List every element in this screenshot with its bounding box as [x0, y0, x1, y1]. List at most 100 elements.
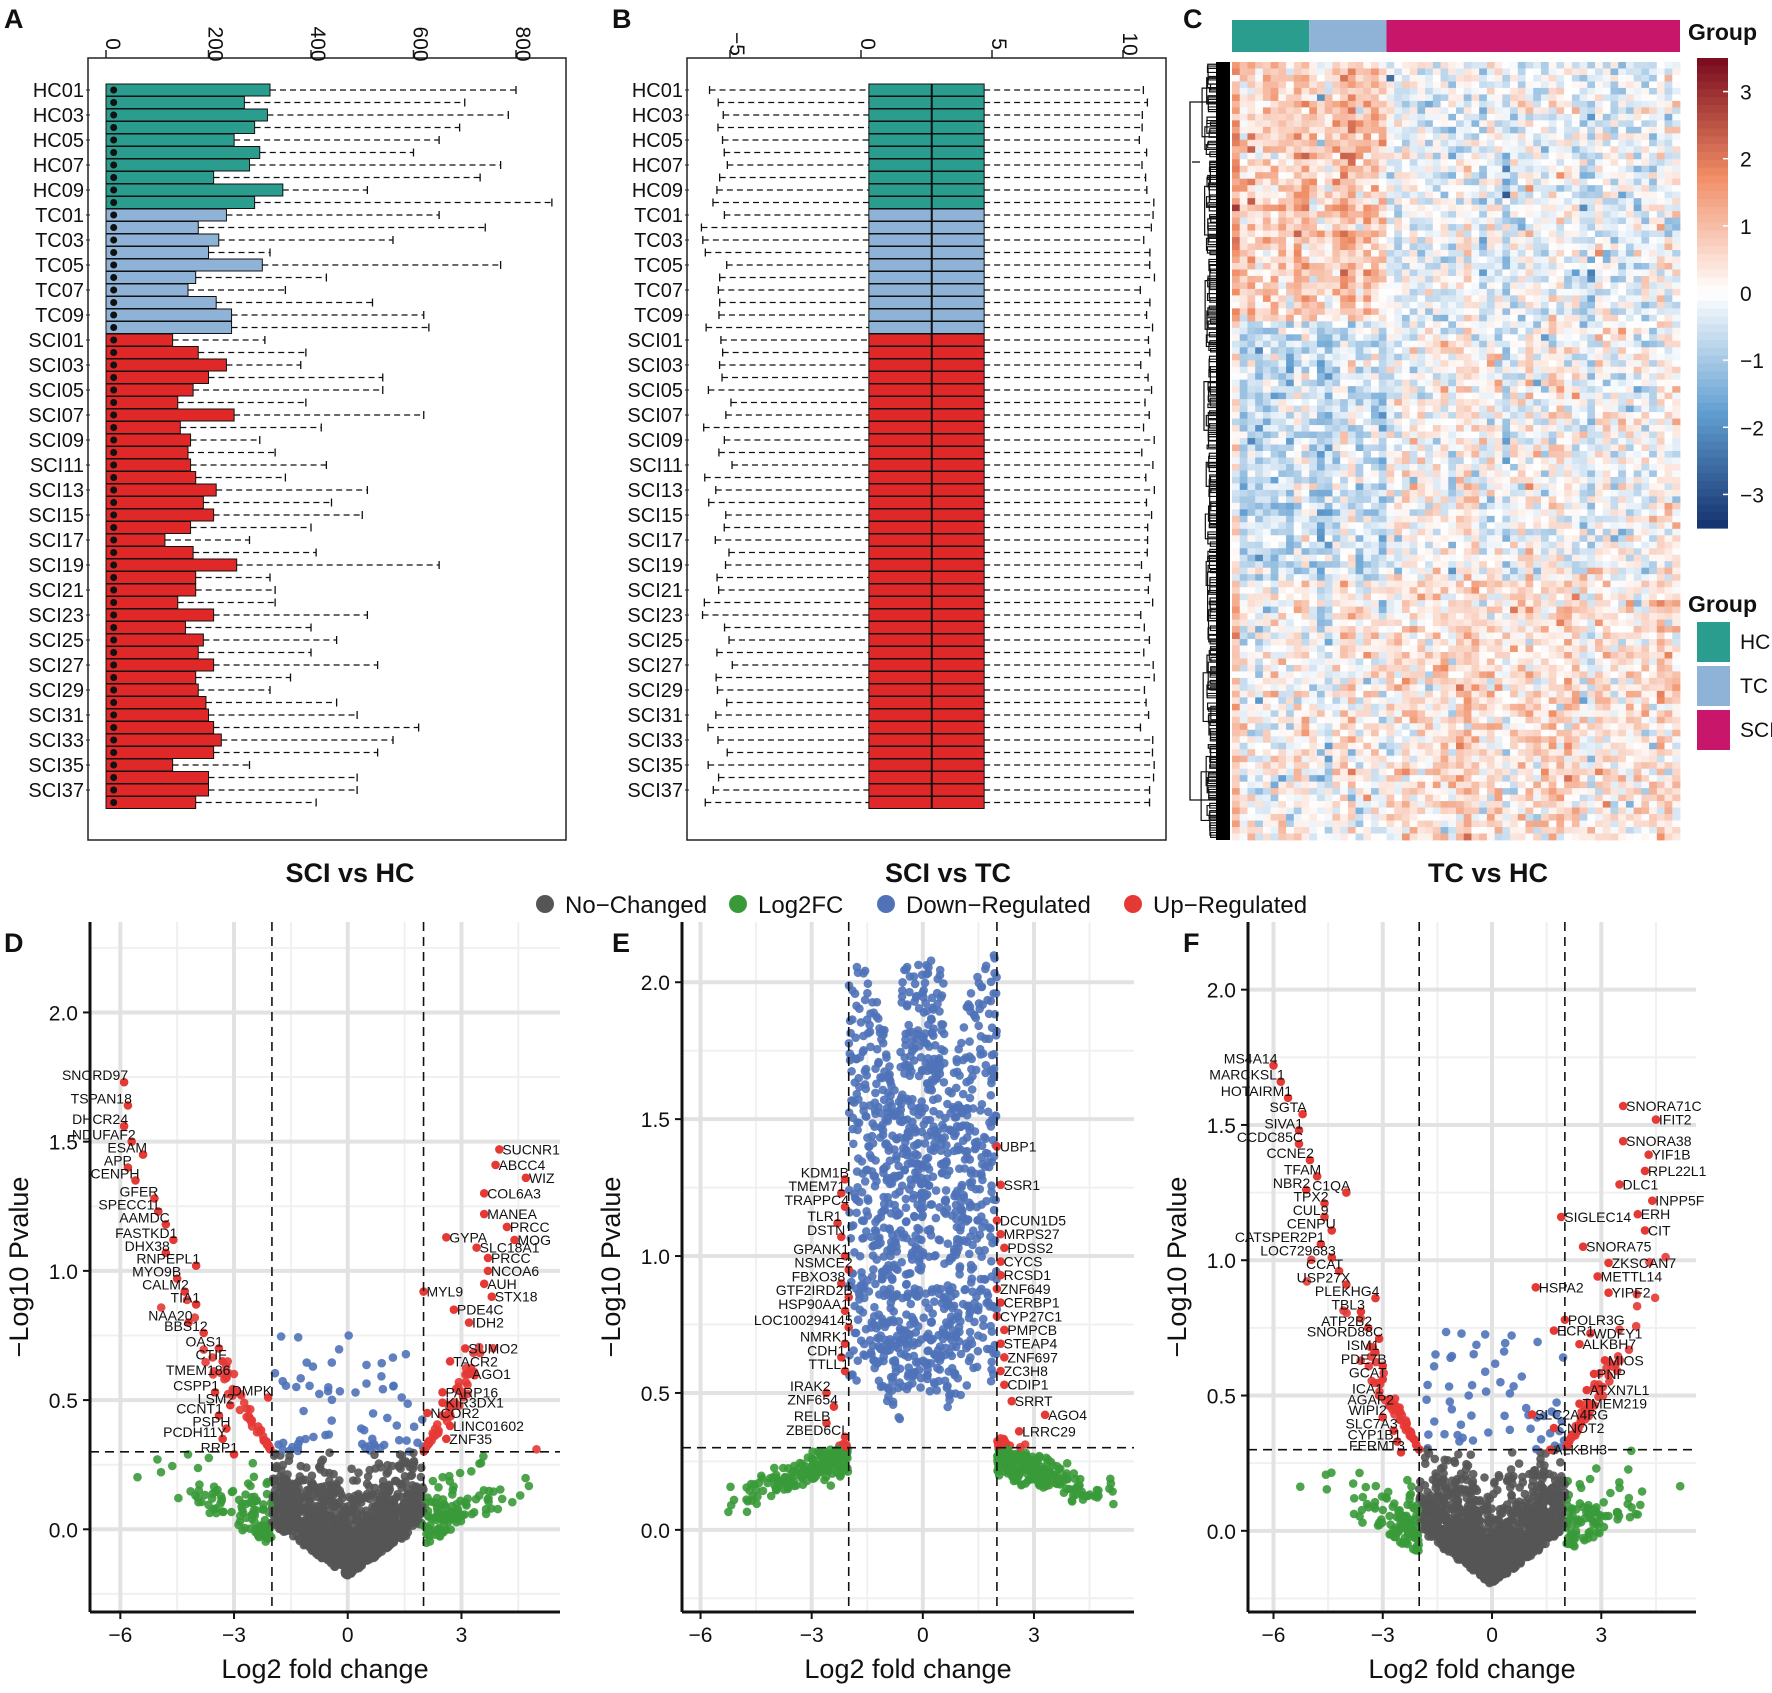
box-a	[105, 133, 235, 147]
heatmap-cell	[1232, 269, 1241, 277]
heatmap-cell	[1556, 444, 1565, 452]
heatmap-cell	[1363, 301, 1372, 309]
heatmap-cell	[1564, 366, 1573, 374]
heatmap-cell	[1332, 405, 1341, 413]
heatmap-cell	[1602, 282, 1611, 290]
box-a	[105, 258, 263, 272]
heatmap-cell	[1540, 185, 1550, 193]
heatmap-cell	[1463, 321, 1472, 329]
heatmap-cell	[1425, 301, 1434, 309]
heatmap-cell	[1649, 139, 1658, 147]
heatmap-cell	[1432, 100, 1441, 108]
heatmap-cell	[1386, 470, 1395, 478]
heatmap-cell	[1340, 159, 1349, 167]
heatmap-cell	[1316, 224, 1326, 231]
sample-label-a: SCI07	[28, 405, 84, 427]
heatmap-cell	[1394, 113, 1403, 121]
heatmap-cell	[1394, 321, 1403, 329]
heatmap-cell	[1463, 412, 1472, 419]
heatmap-cell	[1278, 418, 1287, 426]
heatmap-cell	[1394, 515, 1403, 523]
heatmap-cell	[1479, 191, 1488, 199]
heatmap-cell	[1425, 81, 1434, 89]
heatmap-cell	[1432, 444, 1441, 452]
heatmap-cell	[1587, 353, 1596, 361]
heatmap-cell	[1641, 282, 1650, 290]
box-b	[868, 733, 985, 747]
heatmap-cell	[1587, 463, 1596, 471]
heatmap-cell	[1610, 353, 1619, 361]
heatmap-cell	[1293, 275, 1302, 283]
heatmap-cell	[1316, 496, 1326, 504]
heatmap-cell	[1316, 483, 1326, 491]
heatmap-cell	[1293, 139, 1302, 147]
heatmap-cell	[1324, 509, 1333, 517]
heatmap-cell	[1286, 386, 1295, 394]
heatmap-cell	[1641, 178, 1650, 186]
heatmap-cell	[1324, 360, 1333, 368]
heatmap-cell	[1571, 509, 1580, 517]
heatmap-cell	[1479, 425, 1488, 432]
heatmap-cell	[1641, 379, 1650, 387]
heatmap-cell	[1255, 62, 1264, 69]
heatmap-cell	[1602, 373, 1611, 381]
heatmap-cell	[1409, 347, 1418, 355]
heatmap-cell	[1618, 412, 1627, 419]
heatmap-cell	[1510, 211, 1519, 218]
heatmap-cell	[1618, 282, 1627, 290]
heatmap-cell	[1401, 373, 1411, 381]
heatmap-cell	[1517, 139, 1526, 147]
heatmap-cell	[1517, 243, 1526, 251]
heatmap-cell	[1471, 392, 1480, 400]
heatmap-cell	[1502, 327, 1511, 335]
heatmap-cell	[1232, 451, 1241, 458]
heatmap-cell	[1417, 74, 1426, 82]
heatmap-cell	[1649, 476, 1658, 484]
heatmap-cell	[1363, 217, 1372, 225]
heatmap-cell	[1571, 113, 1580, 121]
heatmap-cell	[1533, 250, 1542, 257]
heatmap-cell	[1278, 379, 1287, 387]
heatmap-cell	[1371, 314, 1380, 322]
heatmap-cell	[1579, 139, 1588, 147]
heatmap-cell	[1610, 470, 1619, 478]
heatmap-cell	[1656, 425, 1665, 432]
heatmap-cell	[1571, 204, 1580, 212]
heatmap-cell	[1232, 159, 1241, 167]
heatmap-cell	[1502, 353, 1511, 361]
heatmap-cell	[1232, 178, 1241, 186]
heatmap-cell	[1502, 237, 1511, 244]
heatmap-cell	[1417, 269, 1426, 277]
heatmap-cell	[1625, 295, 1635, 303]
heatmap-cell	[1486, 256, 1496, 264]
heatmap-cell	[1255, 444, 1264, 452]
heatmap-cell	[1255, 425, 1264, 432]
heatmap-cell	[1432, 198, 1441, 206]
heatmap-cell	[1355, 366, 1364, 374]
heatmap-cell	[1401, 159, 1411, 167]
heatmap-cell	[1270, 431, 1279, 439]
heatmap-cell	[1486, 87, 1496, 95]
heatmap-cell	[1394, 295, 1403, 303]
heatmap-cell	[1664, 321, 1673, 329]
heatmap-cell	[1332, 438, 1341, 445]
heatmap-cell	[1378, 139, 1387, 147]
heatmap-cell	[1564, 457, 1573, 465]
heatmap-cell	[1409, 100, 1418, 108]
heatmap-cell	[1633, 405, 1642, 413]
heatmap-cell	[1510, 418, 1519, 426]
heatmap-cell	[1525, 366, 1534, 374]
heatmap-cell	[1425, 224, 1434, 231]
heatmap-cell	[1247, 476, 1256, 484]
heatmap-cell	[1425, 470, 1434, 478]
heatmap-cell	[1625, 250, 1635, 257]
heatmap-cell	[1625, 133, 1635, 141]
heatmap-cell	[1332, 74, 1341, 82]
heatmap-cell	[1571, 470, 1580, 478]
heatmap-cell	[1456, 282, 1465, 290]
heatmap-cell	[1502, 334, 1511, 342]
heatmap-cell	[1432, 347, 1441, 355]
heatmap-cell	[1347, 295, 1356, 303]
heatmap-cell	[1425, 126, 1434, 134]
heatmap-cell	[1656, 412, 1665, 419]
